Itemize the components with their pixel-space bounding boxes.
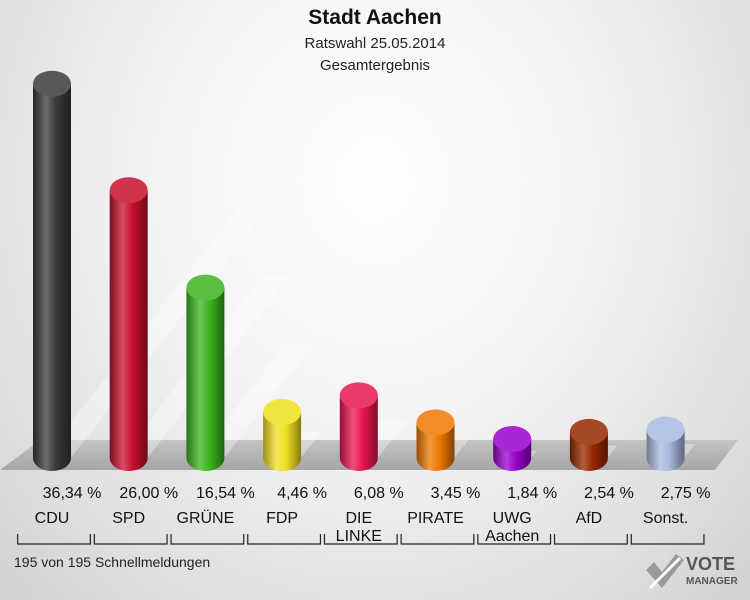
bar-afd: [569, 418, 608, 471]
value-label-2: 16,54 %: [196, 485, 255, 502]
value-label-1: 26,00 %: [119, 485, 178, 502]
value-label-0: 36,34 %: [43, 485, 102, 502]
category-bracket-1: [93, 534, 168, 545]
value-label-5: 3,45 %: [431, 485, 481, 502]
value-label-7: 2,54 %: [584, 485, 634, 502]
chart-title: Stadt Aachen: [308, 6, 442, 29]
category-label-5: PIRATE: [407, 510, 464, 527]
bar-fdp: [263, 399, 302, 471]
bar-sonst-: [646, 416, 685, 471]
chart-subtitle-result: Gesamtergebnis: [319, 57, 431, 74]
checkmark-icon: [646, 554, 684, 590]
category-bracket-7: [553, 534, 628, 545]
report-status-text: 195 von 195 Schnellmeldungen: [14, 554, 211, 570]
category-label-6-line0: UWG: [493, 510, 532, 527]
category-label-1: SPD: [112, 510, 145, 527]
logo-text-manager: MANAGER: [686, 576, 738, 587]
category-bracket-5: [400, 534, 475, 545]
category-label-6-line1: Aachen: [485, 528, 539, 545]
category-bracket-8: [630, 534, 705, 545]
category-bracket-2: [170, 534, 245, 545]
category-label-4-line1: LINKE: [336, 528, 382, 545]
category-label-3: FDP: [266, 510, 298, 527]
chart-subtitle-election: Ratswahl 25.05.2014: [304, 35, 446, 52]
logo-text-vote: VOTE: [686, 554, 735, 574]
category-bracket-4: [323, 534, 398, 545]
category-bracket-6: [477, 534, 552, 545]
category-label-2: GRÜNE: [177, 509, 235, 527]
category-bracket-0: [17, 534, 91, 545]
bar-pirate: [416, 409, 455, 471]
bar-cdu: [33, 70, 71, 471]
value-label-3: 4,46 %: [277, 485, 327, 502]
category-label-4-line0: DIE: [345, 510, 372, 527]
value-label-6: 1,84 %: [507, 485, 557, 502]
bar-spd: [109, 177, 148, 471]
bar-shadow-0: [38, 201, 272, 465]
category-bracket-3: [247, 534, 322, 545]
value-label-4: 6,08 %: [354, 485, 404, 502]
category-label-8: Sonst.: [643, 510, 688, 527]
bar-die-linke: [339, 382, 378, 471]
value-label-8: 2,75 %: [661, 485, 711, 502]
bar-gr-ne: [186, 274, 225, 471]
category-label-7: AfD: [576, 510, 603, 527]
category-label-0: CDU: [35, 510, 70, 527]
vote-manager-logo: VOTE MANAGER: [646, 554, 738, 590]
bar-uwg-aachen: [493, 426, 532, 471]
